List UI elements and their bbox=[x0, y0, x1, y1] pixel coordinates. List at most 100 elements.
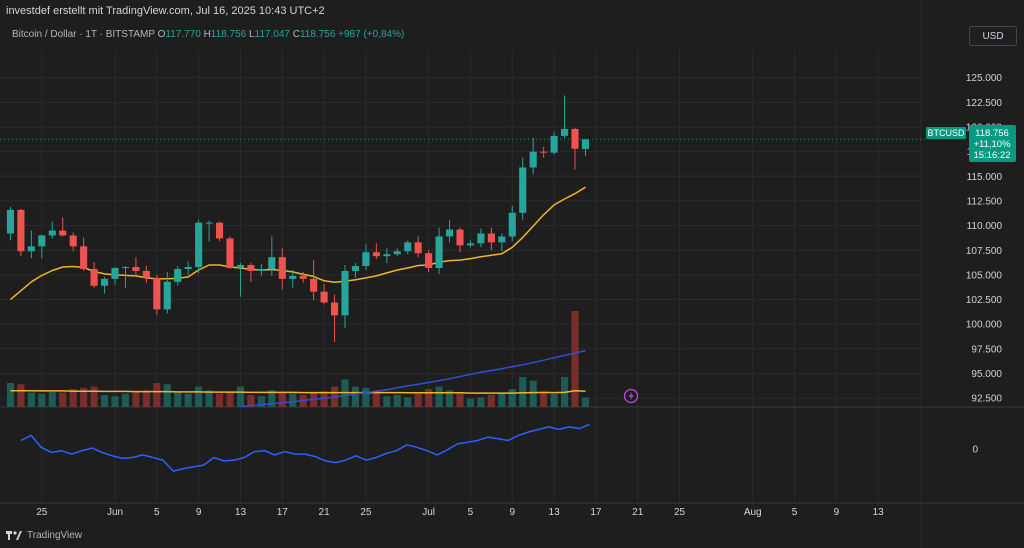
candle-body bbox=[142, 270, 150, 278]
candle-body bbox=[6, 209, 15, 234]
price-tick-label: 92.500 bbox=[971, 394, 1002, 405]
volume-bar bbox=[163, 384, 171, 407]
candle-body bbox=[174, 268, 182, 282]
indicator-lines bbox=[10, 186, 590, 472]
time-tick-label: 13 bbox=[873, 507, 885, 518]
volume-bar bbox=[121, 393, 130, 407]
volume-bar bbox=[456, 393, 464, 407]
volume-bar bbox=[69, 389, 77, 407]
candle-body bbox=[425, 253, 433, 268]
time-tick-label: Jun bbox=[107, 507, 123, 518]
candle-body bbox=[153, 277, 161, 310]
candle-body bbox=[445, 229, 454, 237]
time-tick-label: 5 bbox=[792, 507, 798, 518]
symbol-legend: Bitcoin / Dollar · 1T · BITSTAMP O117.77… bbox=[12, 29, 404, 40]
volume-bar bbox=[320, 391, 328, 407]
volume-bar bbox=[278, 392, 286, 407]
volume-bar bbox=[100, 395, 109, 407]
candle-body bbox=[498, 236, 506, 243]
volume-bar bbox=[6, 383, 15, 407]
volume-bar bbox=[132, 391, 140, 407]
candle-body bbox=[529, 151, 537, 168]
volume-bar bbox=[48, 392, 56, 407]
time-tick-label: 21 bbox=[632, 507, 644, 518]
volume-bar bbox=[393, 395, 401, 407]
volume-bar bbox=[571, 311, 579, 407]
volume-bar bbox=[383, 396, 391, 407]
high-value: 118.756 bbox=[210, 29, 247, 40]
time-tick-label: 13 bbox=[549, 507, 561, 518]
candle-body bbox=[477, 233, 485, 244]
axes: 125.000122.500120.000117.500115.000112.5… bbox=[36, 73, 1002, 518]
candle-body bbox=[299, 275, 307, 279]
low-value: 117.047 bbox=[254, 29, 290, 40]
close-label: C bbox=[292, 29, 300, 40]
volume-bar bbox=[17, 384, 25, 407]
volume-bar bbox=[414, 393, 422, 407]
volume-bar bbox=[27, 392, 35, 407]
candles bbox=[6, 95, 590, 342]
time-tick-label: 5 bbox=[154, 507, 160, 518]
currency-button[interactable]: USD bbox=[969, 26, 1017, 46]
volume-bar bbox=[529, 380, 537, 407]
candle-body bbox=[435, 236, 443, 268]
footer: TradingView bbox=[6, 530, 82, 541]
candle-body bbox=[27, 246, 35, 252]
volume-ma-line bbox=[10, 389, 586, 394]
candle-body bbox=[80, 246, 88, 269]
volume-bar bbox=[445, 390, 454, 407]
time-tick-label: 17 bbox=[277, 507, 289, 518]
volume-bar bbox=[174, 392, 182, 407]
candle-body bbox=[132, 267, 140, 271]
price-tick-label: 122.500 bbox=[966, 98, 1003, 109]
volume-bar bbox=[205, 390, 213, 407]
footer-brand: TradingView bbox=[27, 530, 83, 541]
candle-body bbox=[90, 268, 98, 286]
candle-body bbox=[351, 266, 360, 271]
volume-bar bbox=[257, 396, 265, 407]
volume-bar bbox=[195, 386, 203, 407]
candle-body bbox=[414, 242, 422, 254]
volume-bar bbox=[289, 393, 297, 407]
volume-bar bbox=[498, 393, 506, 407]
tradingview-logo-icon bbox=[6, 530, 22, 540]
volume-bar bbox=[540, 392, 548, 407]
lightning-icon[interactable] bbox=[623, 388, 639, 404]
candle-body bbox=[268, 257, 276, 269]
price-badge-symbol-box bbox=[926, 127, 966, 139]
price-badge-box bbox=[969, 125, 1016, 162]
volume-bar bbox=[466, 398, 475, 407]
symbol-description[interactable]: Bitcoin / Dollar · 1T · BITSTAMP bbox=[12, 29, 155, 40]
low-label: L bbox=[248, 29, 255, 40]
candle-body bbox=[571, 128, 579, 149]
candle-body bbox=[195, 222, 203, 268]
price-tick-label: 107.500 bbox=[966, 246, 1003, 257]
price-tick-label: 95.000 bbox=[971, 369, 1002, 380]
volume-bar bbox=[268, 390, 276, 407]
volume-bar bbox=[425, 389, 433, 407]
volume-bar bbox=[247, 395, 255, 407]
open-value: 117.770 bbox=[165, 29, 201, 40]
price-tick-label: 110.000 bbox=[967, 221, 1003, 232]
candle-body bbox=[163, 281, 171, 310]
volume-bar bbox=[581, 397, 590, 407]
candle-body bbox=[540, 151, 548, 153]
time-tick-label: 25 bbox=[674, 507, 686, 518]
candle-body bbox=[100, 278, 109, 286]
time-tick-label: 21 bbox=[319, 507, 331, 518]
volume-bar bbox=[142, 390, 150, 407]
time-tick-label: 25 bbox=[360, 507, 372, 518]
candle-body bbox=[320, 291, 328, 303]
price-badge-symbol: BTCUSD bbox=[927, 128, 965, 138]
volume-bar bbox=[153, 383, 161, 407]
volume-bar bbox=[404, 397, 412, 407]
ma-long-line bbox=[240, 349, 586, 408]
candle-body bbox=[560, 128, 569, 136]
candle-body bbox=[330, 302, 339, 316]
candle-body bbox=[111, 268, 119, 279]
candle-body bbox=[226, 238, 234, 268]
volume-bars bbox=[6, 311, 590, 407]
price-badge-countdown: 15:16:22 bbox=[974, 150, 1011, 161]
